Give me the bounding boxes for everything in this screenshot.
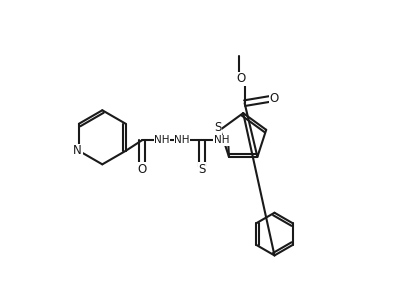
Text: S: S	[214, 121, 222, 134]
Text: NH: NH	[154, 135, 170, 145]
Text: NH: NH	[214, 135, 230, 145]
Text: N: N	[73, 144, 82, 157]
Text: O: O	[269, 92, 279, 105]
Text: O: O	[237, 72, 246, 86]
Text: O: O	[138, 163, 147, 176]
Text: NH: NH	[174, 135, 190, 145]
Text: S: S	[198, 163, 206, 176]
